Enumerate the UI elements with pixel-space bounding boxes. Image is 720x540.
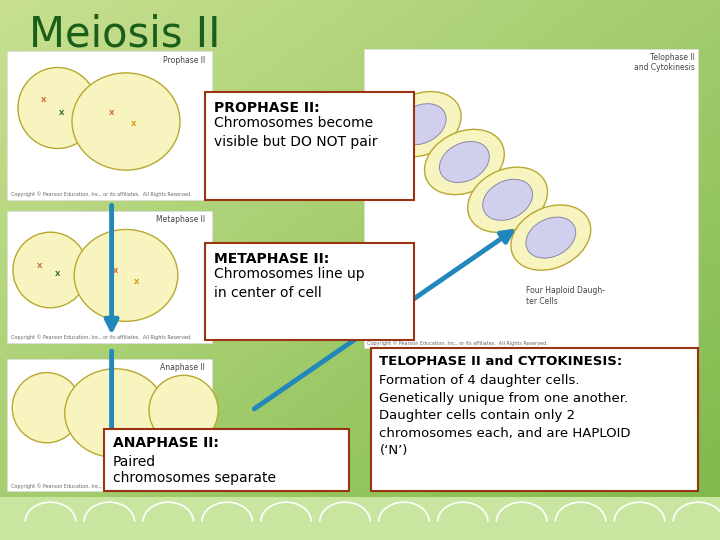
- Text: X: X: [40, 97, 46, 103]
- Ellipse shape: [425, 130, 504, 194]
- Text: chromosomes separate: chromosomes separate: [113, 471, 276, 485]
- FancyBboxPatch shape: [371, 348, 698, 491]
- Text: Copyright © Pearson Education, Inc., or its affiliates.  All Rights Reserved.: Copyright © Pearson Education, Inc., or …: [11, 483, 192, 489]
- FancyBboxPatch shape: [364, 49, 698, 348]
- Ellipse shape: [482, 179, 533, 220]
- FancyBboxPatch shape: [7, 211, 212, 343]
- Ellipse shape: [468, 167, 547, 232]
- Text: Chromosomes become
visible but DO NOT pair: Chromosomes become visible but DO NOT pa…: [214, 116, 377, 149]
- Text: X: X: [37, 262, 42, 269]
- Ellipse shape: [74, 230, 178, 321]
- Text: TELOPHASE II and CYTOKINESIS:: TELOPHASE II and CYTOKINESIS:: [379, 355, 623, 368]
- Text: METAPHASE II:: METAPHASE II:: [214, 252, 329, 266]
- Text: X: X: [134, 279, 140, 285]
- Text: X: X: [55, 271, 60, 278]
- Ellipse shape: [13, 232, 88, 308]
- Text: X: X: [130, 121, 136, 127]
- Ellipse shape: [149, 375, 218, 445]
- Text: Four Haploid Daugh-
ter Cells: Four Haploid Daugh- ter Cells: [526, 286, 605, 306]
- Ellipse shape: [12, 373, 81, 443]
- Text: X: X: [109, 110, 114, 117]
- FancyBboxPatch shape: [0, 497, 720, 540]
- Text: PROPHASE II:: PROPHASE II:: [214, 101, 320, 115]
- Text: Copyright © Pearson Education, Inc., or its affiliates.  All Rights Reserved.: Copyright © Pearson Education, Inc., or …: [11, 335, 192, 340]
- Text: Copyright © Pearson Education, Inc., or its affiliates.  All Rights Reserved.: Copyright © Pearson Education, Inc., or …: [11, 192, 192, 197]
- Text: Copyright © Pearson Education, Inc., or its affiliates.  All Rights Reserved.: Copyright © Pearson Education, Inc., or …: [367, 340, 548, 346]
- Ellipse shape: [65, 369, 166, 457]
- Ellipse shape: [382, 92, 461, 157]
- Text: Metaphase II: Metaphase II: [156, 215, 205, 224]
- Text: Paired: Paired: [113, 455, 156, 469]
- Text: Meiosis II: Meiosis II: [29, 14, 220, 56]
- Text: Prophase II: Prophase II: [163, 56, 205, 65]
- Ellipse shape: [396, 104, 446, 145]
- Ellipse shape: [439, 141, 490, 183]
- FancyBboxPatch shape: [205, 243, 414, 340]
- Text: ANAPHASE II:: ANAPHASE II:: [113, 436, 219, 450]
- FancyBboxPatch shape: [205, 92, 414, 200]
- FancyBboxPatch shape: [7, 359, 212, 491]
- Text: X: X: [112, 268, 118, 274]
- Ellipse shape: [511, 205, 590, 270]
- Text: Chromosomes line up
in center of cell: Chromosomes line up in center of cell: [214, 267, 364, 300]
- Text: X: X: [58, 110, 64, 117]
- Ellipse shape: [18, 68, 97, 148]
- Text: Anaphase II: Anaphase II: [161, 363, 205, 373]
- FancyBboxPatch shape: [7, 51, 212, 200]
- Text: Telophase II
and Cytokinesis: Telophase II and Cytokinesis: [634, 53, 695, 72]
- Text: Formation of 4 daughter cells.
Genetically unique from one another.
Daughter cel: Formation of 4 daughter cells. Genetical…: [379, 374, 631, 457]
- Ellipse shape: [526, 217, 576, 258]
- Ellipse shape: [72, 73, 180, 170]
- FancyBboxPatch shape: [104, 429, 349, 491]
